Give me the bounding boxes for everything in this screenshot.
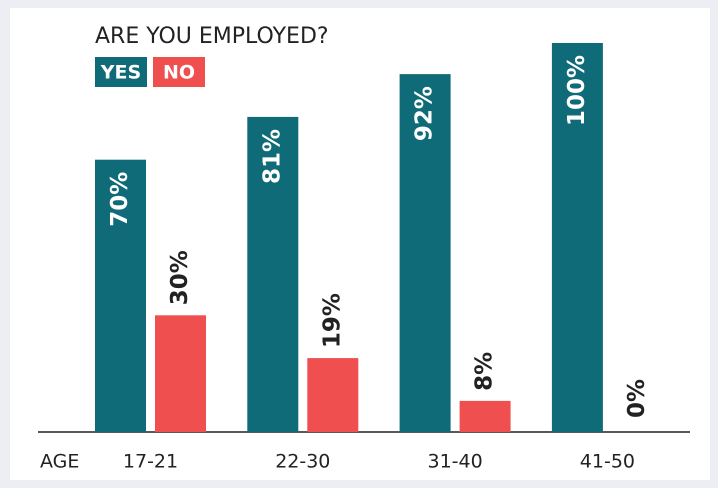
value-label: 70% <box>107 172 133 227</box>
chart-title: ARE YOU EMPLOYED? <box>95 24 329 49</box>
value-label: 92% <box>412 86 438 141</box>
bar <box>247 116 299 432</box>
value-label: 100% <box>564 55 590 126</box>
x-tick-label: 17-21 <box>123 451 178 473</box>
value-label: 8% <box>472 352 498 391</box>
bar <box>551 43 603 432</box>
bar <box>95 159 146 432</box>
legend-swatch <box>95 57 147 87</box>
value-label: 19% <box>319 293 345 348</box>
bar <box>307 358 359 432</box>
bar <box>399 74 451 433</box>
bar <box>155 315 206 432</box>
bar <box>459 400 511 432</box>
legend-label: YES <box>100 62 141 84</box>
value-label: 81% <box>259 129 285 184</box>
x-tick-label: 41-50 <box>580 451 635 473</box>
x-tick-label: 22-30 <box>275 451 330 473</box>
legend-swatch <box>153 57 205 87</box>
value-label: 30% <box>167 250 193 305</box>
x-axis-label: AGE <box>40 451 79 473</box>
value-label: 0% <box>624 379 650 418</box>
x-tick-label: 31-40 <box>427 451 482 473</box>
legend-label: NO <box>163 62 195 84</box>
